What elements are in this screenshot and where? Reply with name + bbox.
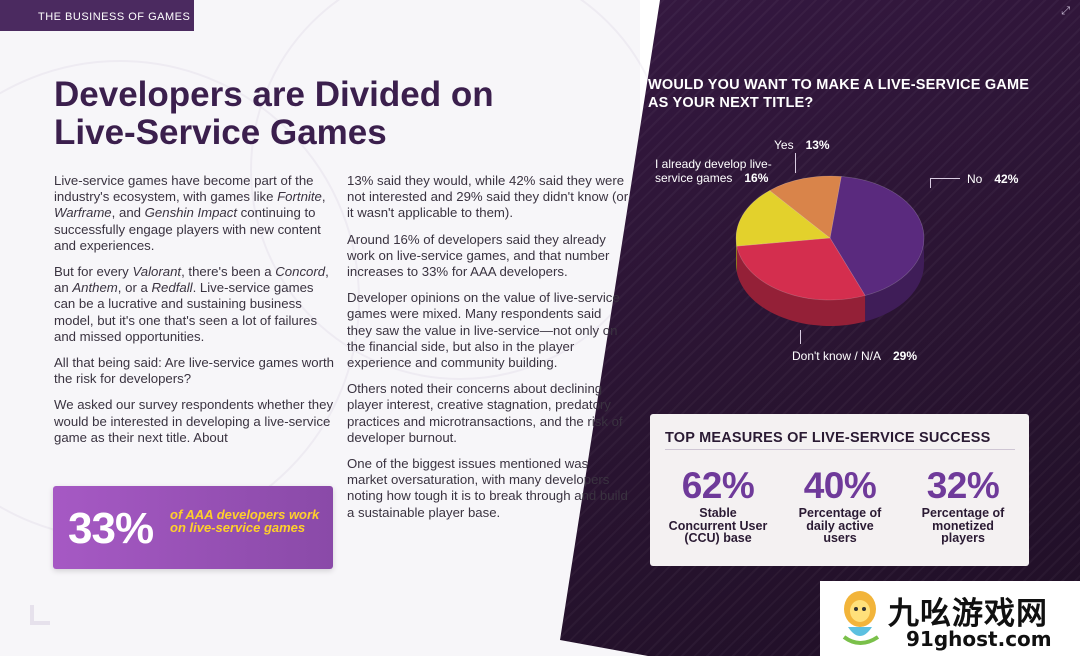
- pie-label-yes: Yes 13%: [774, 138, 830, 152]
- callout-value: 33%: [68, 504, 154, 553]
- pie-side-don-t-know-n-a: [736, 246, 866, 326]
- pie-chart: [735, 175, 925, 326]
- measure-value: 62%: [681, 465, 755, 506]
- measure-ccu: 62% Stable Concurrent User (CCU) base: [658, 464, 778, 545]
- watermark-url: 91ghost.com: [906, 627, 1052, 651]
- leader-line: [930, 178, 931, 188]
- paragraph: Around 16% of developers said they alrea…: [347, 231, 610, 280]
- mascot-icon: [842, 591, 880, 645]
- paragraph: Others noted their concerns about declin…: [347, 381, 623, 445]
- paragraph: But for every Valorant, there's been a C…: [54, 264, 329, 344]
- pie-slice-i-already-develop-live-service-games: [735, 190, 831, 247]
- watermark-text: 九吆游戏网: [888, 596, 1048, 632]
- title-line-1: Developers are Divided on: [54, 75, 494, 114]
- paragraph: We asked our survey respondents whether …: [54, 397, 334, 445]
- measure-value: 32%: [926, 465, 1000, 506]
- leader-line: [800, 330, 801, 344]
- measure-label: Percentage of daily active users: [798, 506, 882, 545]
- pie-label-no: No 42%: [967, 172, 1019, 186]
- leader-line: [930, 178, 960, 179]
- article-column-1: Live-service games have become part of t…: [54, 173, 336, 456]
- callout-box: 33% of AAA developers work on live-servi…: [53, 486, 333, 569]
- pie-side-no: [865, 238, 924, 322]
- pie-label-dont-know: Don't know / N/A 29%: [792, 349, 918, 363]
- expand-icon[interactable]: ⤢: [1061, 5, 1070, 17]
- leader-line: [795, 153, 796, 173]
- watermark: 九吆游戏网 91ghost.com: [820, 581, 1080, 656]
- pie-slice-don-t-know-n-a: [736, 237, 866, 301]
- paragraph: One of the biggest issues mentioned was …: [347, 456, 628, 520]
- paragraph: 13% said they would, while 42% said they…: [347, 173, 629, 221]
- paragraph: All that being said: Are live-service ga…: [54, 355, 334, 387]
- section-tag: THE BUSINESS OF GAMES: [0, 0, 194, 31]
- measure-label: Percentage of monetized players: [921, 506, 1005, 545]
- pie-label-already: I already develop live-service games 16%: [655, 157, 772, 185]
- measure-dau: 40% Percentage of daily active users: [780, 464, 900, 545]
- page-title: Developers are Divided on Live-Service G…: [54, 76, 554, 152]
- divider: [665, 449, 1015, 450]
- paragraph: Live-service games have become part of t…: [54, 173, 326, 253]
- measure-label: Stable Concurrent User (CCU) base: [668, 506, 768, 545]
- article-column-2: 13% said they would, while 42% said they…: [347, 173, 629, 531]
- measures-card: TOP MEASURES OF LIVE-SERVICE SUCCESS 62%…: [650, 414, 1029, 566]
- measure-value: 40%: [803, 465, 877, 506]
- pie-slice-no: [829, 176, 925, 296]
- pie-side-i-already-develop-live-service-games: [736, 238, 737, 273]
- pie-slice-yes: [769, 175, 842, 239]
- measures-title: TOP MEASURES OF LIVE-SERVICE SUCCESS: [665, 430, 991, 446]
- callout-text: of AAA developers work on live-service g…: [170, 507, 320, 535]
- chart-title: WOULD YOU WANT TO MAKE A LIVE-SERVICE GA…: [648, 77, 1030, 111]
- measure-monetized: 32% Percentage of monetized players: [903, 464, 1023, 545]
- title-line-2: Live-Service Games: [54, 113, 387, 152]
- paragraph: Developer opinions on the value of live-…: [347, 290, 620, 371]
- corner-bracket: [30, 605, 50, 625]
